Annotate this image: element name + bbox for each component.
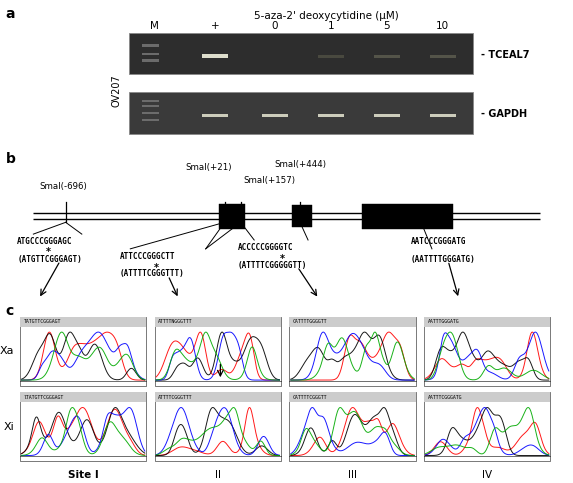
Bar: [362, 204, 453, 229]
Text: III: III: [348, 469, 357, 480]
Bar: [142, 112, 159, 114]
Text: *: *: [46, 247, 51, 257]
Text: AATCCCGGGATG: AATCCCGGGATG: [410, 237, 466, 246]
Bar: [142, 100, 159, 102]
Bar: [318, 114, 344, 117]
Bar: [430, 114, 456, 117]
Bar: [155, 392, 281, 461]
Bar: [374, 55, 399, 58]
Bar: [129, 92, 473, 133]
Bar: [129, 33, 473, 74]
Text: +: +: [210, 21, 219, 31]
Text: OV207: OV207: [111, 74, 121, 107]
Bar: [20, 392, 147, 402]
Bar: [430, 55, 456, 58]
Bar: [374, 114, 399, 117]
Text: IV: IV: [482, 469, 492, 480]
Bar: [142, 119, 159, 121]
Bar: [202, 114, 228, 117]
Text: (ATTTTCGGGGGTT): (ATTTTCGGGGGTT): [238, 261, 307, 270]
Text: ACCCCCGGGGTC: ACCCCCGGGGTC: [238, 243, 293, 252]
Text: II: II: [215, 469, 221, 480]
Bar: [424, 392, 551, 402]
Text: (AATTTTGGGATG): (AATTTTGGGATG): [410, 255, 475, 264]
Bar: [20, 392, 147, 461]
Text: Xi: Xi: [4, 422, 14, 432]
Text: CATTTTGGGGTT: CATTTTGGGGTT: [293, 319, 328, 324]
Text: - GAPDH: - GAPDH: [481, 109, 527, 119]
Text: 0: 0: [272, 21, 278, 31]
Bar: [292, 205, 312, 227]
Text: (ATGTTCGGGAGT): (ATGTTCGGGAGT): [17, 255, 82, 264]
Bar: [289, 392, 416, 461]
Text: *: *: [280, 254, 285, 264]
Bar: [424, 317, 551, 385]
Bar: [20, 317, 147, 327]
Bar: [142, 59, 159, 62]
Text: c: c: [6, 304, 14, 318]
Bar: [289, 317, 416, 385]
Bar: [262, 114, 288, 117]
Bar: [142, 44, 159, 47]
Bar: [155, 317, 281, 385]
Text: ATTCCCGGGCTT: ATTCCCGGGCTT: [120, 252, 175, 261]
Text: AATTTCGGGATG: AATTTCGGGATG: [427, 395, 462, 400]
Text: - TCEAL7: - TCEAL7: [481, 50, 530, 60]
Bar: [202, 55, 228, 58]
Text: lTATGTTCGGGAGT: lTATGTTCGGGAGT: [23, 395, 64, 400]
Text: a: a: [6, 7, 15, 21]
Text: 5: 5: [383, 21, 390, 31]
Text: M: M: [150, 21, 159, 31]
Text: ATTTTCGGGTTT: ATTTTCGGGTTT: [158, 395, 193, 400]
Text: SmaI(+157): SmaI(+157): [244, 176, 296, 185]
Text: Xa: Xa: [0, 346, 14, 356]
Text: 5-aza-2' deoxycytidine (μM): 5-aza-2' deoxycytidine (μM): [254, 11, 399, 21]
Bar: [155, 317, 281, 327]
Text: SmaI(+444): SmaI(+444): [274, 160, 326, 169]
Bar: [20, 317, 147, 385]
Bar: [142, 105, 159, 107]
Text: SmaI(+21): SmaI(+21): [185, 163, 231, 172]
Text: b: b: [6, 152, 15, 166]
Text: ATGCCCGGGAGC: ATGCCCGGGAGC: [17, 237, 73, 246]
Text: CATTTTCGGGTT: CATTTTCGGGTT: [293, 395, 328, 400]
Bar: [318, 55, 344, 58]
Text: TATGTTCGGGAGT: TATGTTCGGGAGT: [23, 319, 61, 324]
Text: (ATTTTCGGGTTT): (ATTTTCGGGTTT): [120, 270, 185, 279]
Bar: [219, 204, 245, 229]
Text: Site I: Site I: [68, 469, 99, 480]
Text: AATTTGGGATG: AATTTGGGATG: [427, 319, 460, 324]
Bar: [155, 392, 281, 402]
Bar: [142, 53, 159, 55]
Bar: [424, 392, 551, 461]
Text: SmaI(-696): SmaI(-696): [39, 183, 87, 191]
Text: 1: 1: [328, 21, 334, 31]
Bar: [289, 392, 416, 402]
Text: *: *: [154, 263, 159, 273]
Bar: [289, 317, 416, 327]
Text: ATTTTNGGGTTT: ATTTTNGGGTTT: [158, 319, 193, 324]
Bar: [424, 317, 551, 327]
Text: 10: 10: [436, 21, 449, 31]
